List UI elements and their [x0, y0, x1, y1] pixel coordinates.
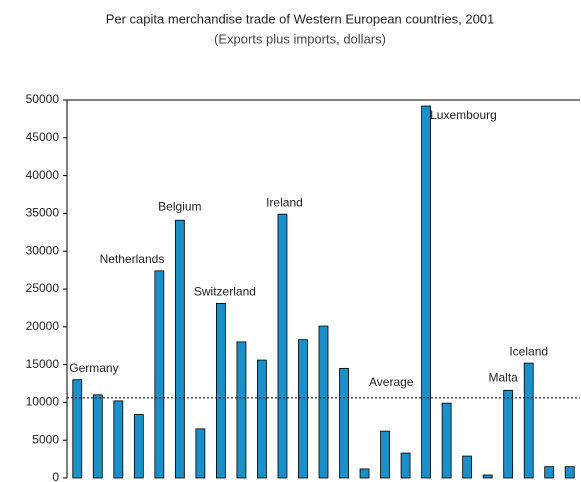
chart-subtitle: (Exports plus imports, dollars) [214, 31, 386, 46]
bar [154, 270, 165, 479]
bar [462, 455, 473, 479]
bar-label: Germany [69, 361, 118, 375]
bar [133, 414, 144, 479]
y-tick-label: 50000 [26, 92, 60, 106]
bar [564, 466, 575, 479]
bar [113, 400, 124, 479]
bar [339, 367, 349, 479]
bar-label: Ireland [266, 195, 303, 209]
bar [257, 359, 267, 479]
bar [380, 430, 390, 479]
y-tick-label: 0 [52, 470, 59, 482]
bar [441, 402, 452, 479]
y-tick-label: 25000 [26, 281, 60, 295]
bar [215, 302, 226, 479]
bar [92, 394, 103, 479]
y-tick-label: 45000 [26, 130, 60, 144]
bar [400, 452, 411, 479]
bar-label: Iceland [509, 344, 548, 358]
y-tick-label: 40000 [26, 168, 60, 182]
y-tick-label: 20000 [26, 319, 60, 333]
bar-label: Luxembourg [430, 108, 497, 122]
bar [503, 389, 514, 479]
bar [359, 468, 370, 479]
y-tick-label: 15000 [26, 357, 60, 371]
bar-label: Netherlands [100, 252, 165, 266]
bar-label: Malta [489, 370, 519, 384]
bar [482, 474, 493, 479]
bar [72, 379, 83, 479]
bar [421, 105, 432, 479]
bar [236, 341, 247, 479]
bar-label: Belgium [158, 199, 201, 213]
bar [195, 428, 206, 479]
chart-title: Per capita merchandise trade of Western … [106, 11, 495, 26]
average-label: Average [369, 375, 414, 389]
bar [318, 325, 329, 479]
y-tick-label: 10000 [26, 395, 60, 409]
y-tick-label: 5000 [32, 432, 59, 446]
bar [277, 213, 288, 479]
bar [523, 362, 534, 479]
y-tick-label: 35000 [26, 206, 60, 220]
bar-label: Switzerland [194, 285, 256, 299]
bar [298, 339, 308, 479]
bar [174, 219, 185, 479]
bar [544, 466, 555, 479]
y-tick-label: 30000 [26, 243, 60, 257]
